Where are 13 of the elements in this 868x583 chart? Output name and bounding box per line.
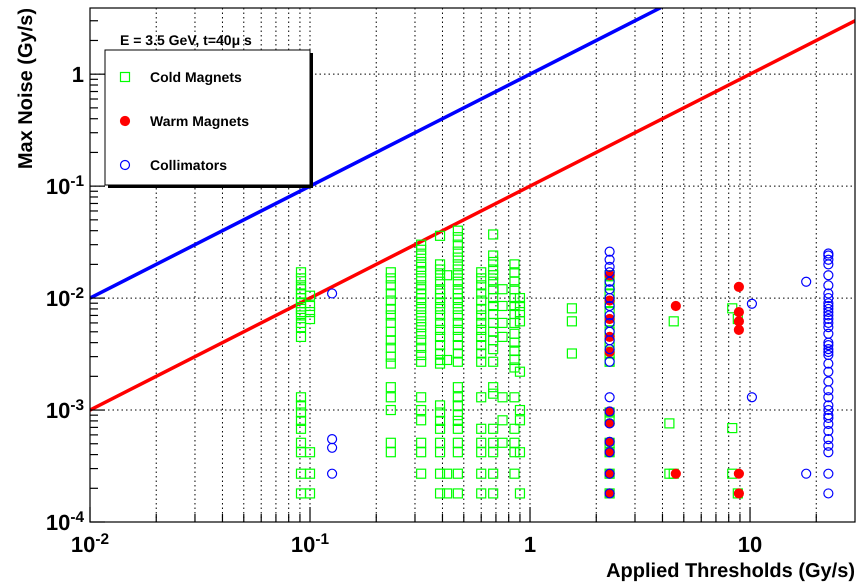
- x-tick-label: 10: [738, 532, 762, 557]
- legend-label: Cold Magnets: [150, 69, 242, 85]
- y-tick-label: 10$^{-3}$: [46, 396, 84, 424]
- x-tick-label: 1: [524, 532, 536, 557]
- y-tick-label: 10$^{-1}$: [46, 172, 84, 200]
- legend-label: Warm Magnets: [150, 113, 250, 129]
- x-axis-title: Applied Thresholds (Gy/s): [606, 560, 855, 582]
- legend-label: Collimators: [150, 157, 228, 173]
- y-tick-label: 10$^{-2}$: [46, 284, 84, 312]
- annotation: E = 3.5 GeV, t=40μ s: [120, 32, 252, 48]
- y-tick-label: 1: [72, 62, 84, 88]
- x-tick-label: 10$^{-1}$: [290, 530, 330, 557]
- y-axis-title: Max Noise (Gy/s): [15, 8, 37, 170]
